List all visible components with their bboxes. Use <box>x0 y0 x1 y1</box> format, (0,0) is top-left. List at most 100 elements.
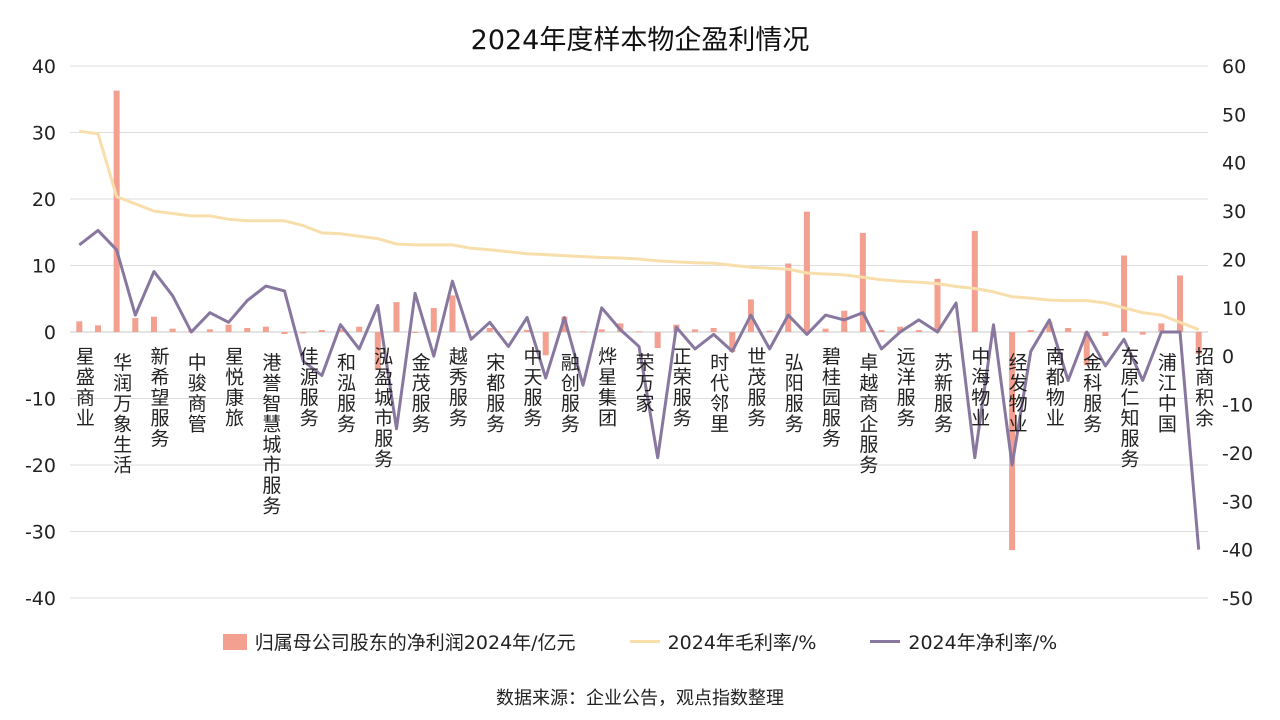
svg-text:服: 服 <box>150 408 169 430</box>
svg-text:服: 服 <box>1121 428 1140 450</box>
net-profit-bar <box>953 331 960 333</box>
svg-text:团: 团 <box>598 408 617 430</box>
svg-text:宋: 宋 <box>486 352 505 374</box>
svg-text:城: 城 <box>262 434 281 456</box>
net-profit-bar <box>729 332 736 352</box>
svg-text:服: 服 <box>897 387 916 409</box>
chart-title: 2024年度样本物企盈利情况 <box>470 25 810 56</box>
svg-text:万: 万 <box>113 393 132 415</box>
net-profit-bar <box>598 329 605 332</box>
net-profit-bar <box>318 330 325 332</box>
svg-text:创: 创 <box>561 373 580 395</box>
net-margin-line <box>78 228 1201 550</box>
legend-item-net-profit: 归属母公司股东的净利润2024年/亿元 <box>222 628 576 655</box>
svg-text:务: 务 <box>524 408 543 430</box>
left-tick-label: 10 <box>32 256 56 278</box>
right-tick-label: 50 <box>1222 104 1246 126</box>
svg-text:市: 市 <box>262 455 281 477</box>
svg-text:苏: 苏 <box>934 352 953 374</box>
svg-text:秀: 秀 <box>449 367 468 389</box>
svg-text:润: 润 <box>113 373 132 395</box>
right-tick-label: 10 <box>1222 298 1246 320</box>
svg-text:服: 服 <box>822 408 841 430</box>
svg-text:服: 服 <box>673 387 692 409</box>
svg-text:务: 务 <box>859 455 878 477</box>
net-profit-bar <box>1083 332 1090 366</box>
svg-text:中: 中 <box>971 346 990 368</box>
net-profit-bar <box>1121 255 1128 332</box>
net-profit-bar <box>113 90 120 332</box>
svg-text:南: 南 <box>1046 346 1065 368</box>
svg-text:业: 业 <box>1009 414 1028 436</box>
net-profit-bar <box>654 332 661 348</box>
svg-text:商: 商 <box>859 393 878 415</box>
net-profit-bar <box>1158 323 1165 332</box>
svg-text:物: 物 <box>1009 393 1028 415</box>
svg-text:碧: 碧 <box>822 346 841 368</box>
right-tick-label: 60 <box>1222 56 1246 78</box>
svg-text:旅: 旅 <box>225 408 244 430</box>
svg-text:务: 务 <box>1121 449 1140 471</box>
svg-text:星: 星 <box>76 346 95 368</box>
svg-text:商: 商 <box>1195 367 1214 389</box>
svg-text:发: 发 <box>1009 373 1028 395</box>
svg-text:中: 中 <box>1158 393 1177 415</box>
legend-label-net-profit: 归属母公司股东的净利润2024年/亿元 <box>254 632 576 654</box>
svg-text:世: 世 <box>747 346 766 368</box>
svg-text:慧: 慧 <box>262 414 281 436</box>
category-labels: 星盛商业华润万象生活新希望服务中骏商管星悦康旅港誉智慧城市服务佳源服务和泓服务泓… <box>76 346 1214 518</box>
net-profit-bar <box>636 331 642 333</box>
net-profit-bar <box>971 230 978 332</box>
left-tick-label: -10 <box>25 389 56 411</box>
svg-text:星: 星 <box>225 346 244 368</box>
svg-text:佳: 佳 <box>300 346 319 368</box>
svg-text:服: 服 <box>785 393 804 415</box>
legend-item-gross-margin: 2024年毛利率/% <box>629 628 816 655</box>
svg-text:正: 正 <box>673 346 692 368</box>
legend-label-net-margin: 2024年净利率/% <box>908 632 1058 654</box>
svg-text:里: 里 <box>710 414 729 436</box>
svg-text:阳: 阳 <box>785 373 804 395</box>
svg-text:新: 新 <box>150 346 169 368</box>
svg-text:知: 知 <box>1121 408 1140 430</box>
svg-text:智: 智 <box>262 393 281 415</box>
svg-text:务: 务 <box>486 414 505 436</box>
svg-text:务: 务 <box>374 449 393 471</box>
svg-text:物: 物 <box>1046 387 1065 409</box>
right-tick-label: -30 <box>1222 491 1253 513</box>
svg-text:洋: 洋 <box>897 367 916 389</box>
svg-text:务: 务 <box>822 428 841 450</box>
right-tick-label: -20 <box>1222 443 1253 465</box>
axis-ticks: 40 30 20 10 0 -10 -20 -30 -40 60 50 40 30 20 10 0 -10 -20… <box>25 56 1253 610</box>
net-profit-bar <box>468 330 475 332</box>
svg-text:服: 服 <box>747 387 766 409</box>
left-tick-label: 20 <box>32 189 56 211</box>
svg-text:商: 商 <box>188 393 207 415</box>
svg-text:服: 服 <box>524 387 543 409</box>
svg-text:荣: 荣 <box>635 352 654 374</box>
legend: 归属母公司股东的净利润2024年/亿元 2024年毛利率/% 2024年净利率/… <box>0 628 1280 655</box>
net-profit-bar <box>766 330 773 332</box>
svg-text:金: 金 <box>1083 352 1102 374</box>
net-profit-bar <box>1195 332 1202 354</box>
svg-text:江: 江 <box>1158 373 1177 395</box>
svg-text:服: 服 <box>300 387 319 409</box>
svg-text:家: 家 <box>635 393 654 415</box>
net-profit-bars <box>76 90 1202 551</box>
svg-text:务: 务 <box>337 414 356 436</box>
left-tick-label: 30 <box>32 123 56 145</box>
svg-text:务: 务 <box>561 414 580 436</box>
svg-text:务: 务 <box>1083 414 1102 436</box>
svg-text:天: 天 <box>524 367 543 389</box>
net-profit-bar <box>150 316 157 332</box>
